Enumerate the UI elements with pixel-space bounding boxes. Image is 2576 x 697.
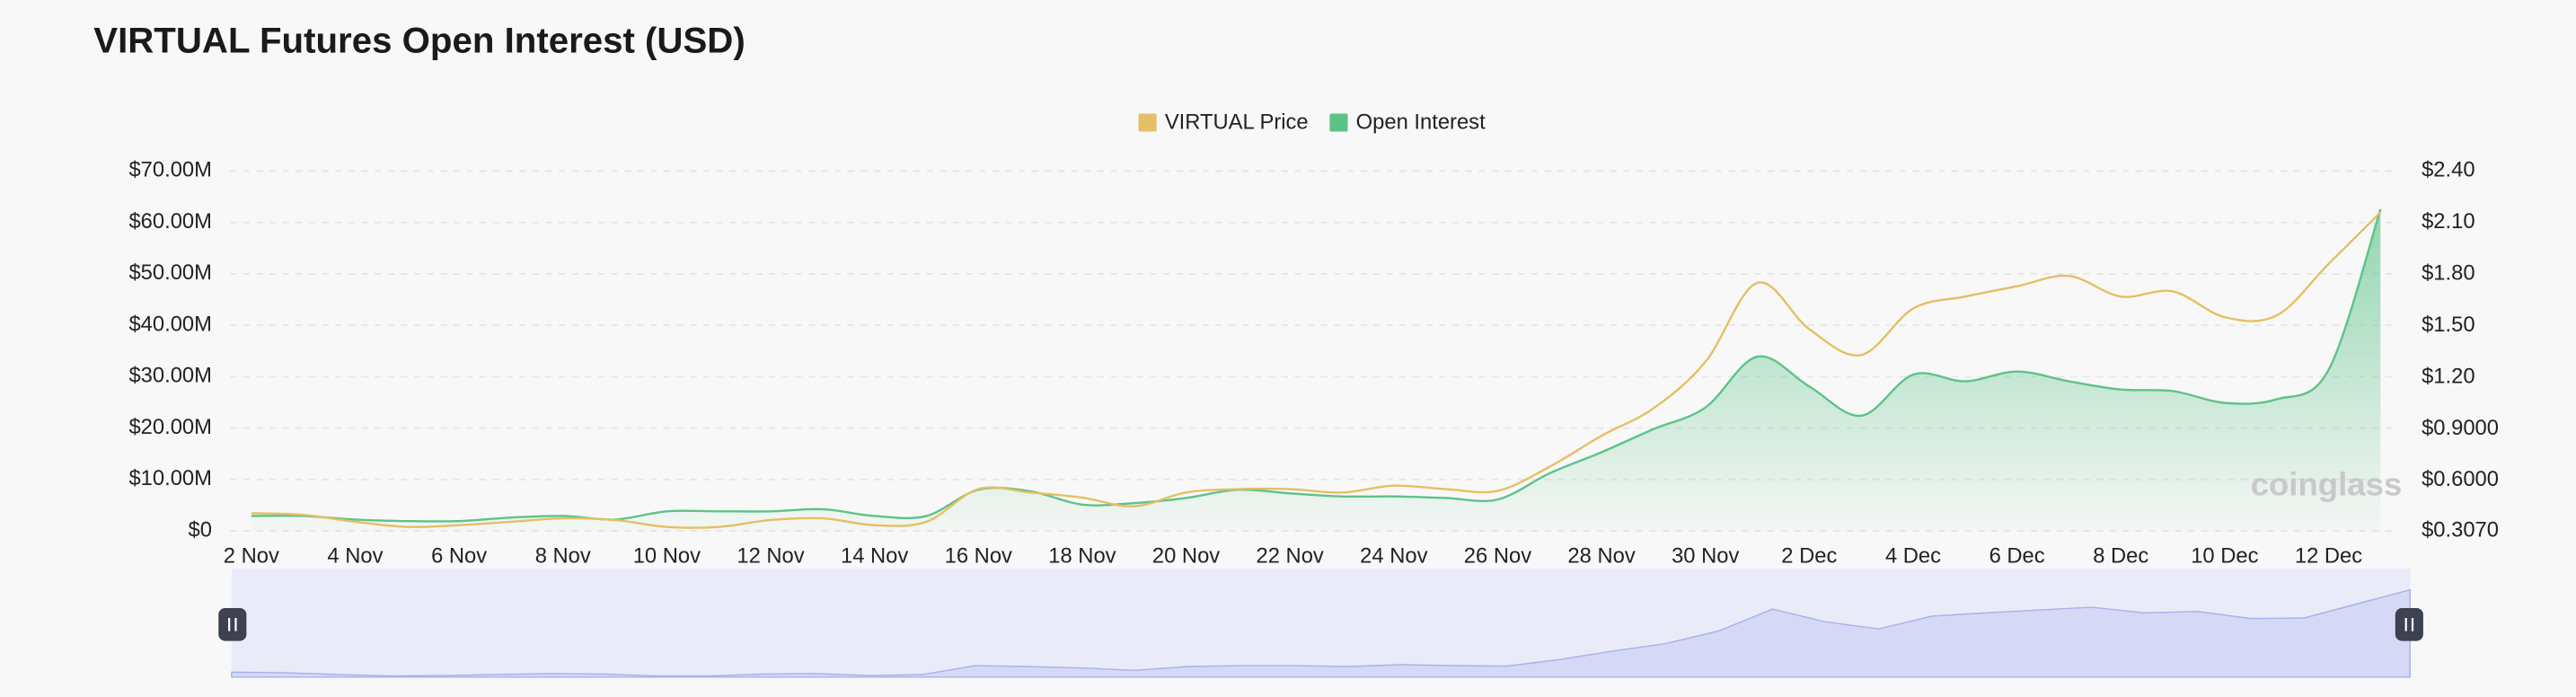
y2-tick-label: $0.3070 [2422,517,2499,542]
legend-label: Open Interest [1356,110,1486,135]
chart-title: VIRTUAL Futures Open Interest (USD) [93,20,745,60]
x-tick-label: 4 Dec [1885,544,1941,569]
y-tick-label: $50.00M [128,260,212,285]
y-tick-label: $70.00M [128,158,212,182]
navigator-handle-right[interactable] [2395,607,2423,641]
y2-tick-label: $0.9000 [2422,416,2499,440]
legend-swatch [1138,113,1157,132]
x-tick-label: 28 Nov [1567,544,1635,569]
y-tick-label: $10.00M [128,466,212,490]
x-tick-label: 12 Dec [2295,544,2362,569]
navigator-area [231,588,2411,678]
x-tick-label: 2 Dec [1781,544,1837,569]
legend-swatch [1329,113,1348,132]
y2-tick-label: $2.40 [2422,158,2475,182]
y-tick-label: $20.00M [128,415,212,439]
x-tick-label: 26 Nov [1464,544,1531,569]
x-tick-label: 6 Nov [431,544,487,569]
x-tick-label: 30 Nov [1672,544,1739,569]
navigator-handle-left[interactable] [218,607,247,641]
x-tick-label: 22 Nov [1257,544,1324,569]
x-tick-label: 24 Nov [1360,544,1427,569]
y-tick-label: $30.00M [128,364,212,388]
y2-tick-label: $1.50 [2422,313,2475,337]
y-tick-label: $60.00M [128,209,212,234]
x-tick-label: 20 Nov [1152,544,1220,569]
x-tick-label: 8 Nov [535,544,591,569]
line [251,211,2382,529]
x-tick-label: 4 Nov [327,544,383,569]
legend: VIRTUAL Price Open Interest [1138,110,1486,135]
handle-grip [228,617,2414,631]
x-tick-label: 10 Nov [633,544,701,569]
x-tick-label: 16 Nov [945,544,1012,569]
x-tick-label: 12 Nov [737,544,804,569]
x-tick-label: 14 Nov [841,544,908,569]
x-tick-label: 6 Dec [1989,544,2045,569]
x-tick-label: 8 Dec [2093,544,2148,569]
legend-label: VIRTUAL Price [1165,110,1309,135]
y-tick-label: $0 [189,517,212,542]
x-tick-label: 10 Dec [2191,544,2258,569]
y2-tick-label: $0.6000 [2422,467,2499,491]
y2-tick-label: $1.80 [2422,261,2475,286]
y2-tick-label: $2.10 [2422,209,2475,234]
y2-tick-label: $1.20 [2422,364,2475,388]
watermark: coinglass [2251,465,2403,502]
x-tick-label: 2 Nov [224,544,279,569]
x-tick-label: 18 Nov [1048,544,1116,569]
y-tick-label: $40.00M [128,312,212,336]
area [251,208,2381,532]
